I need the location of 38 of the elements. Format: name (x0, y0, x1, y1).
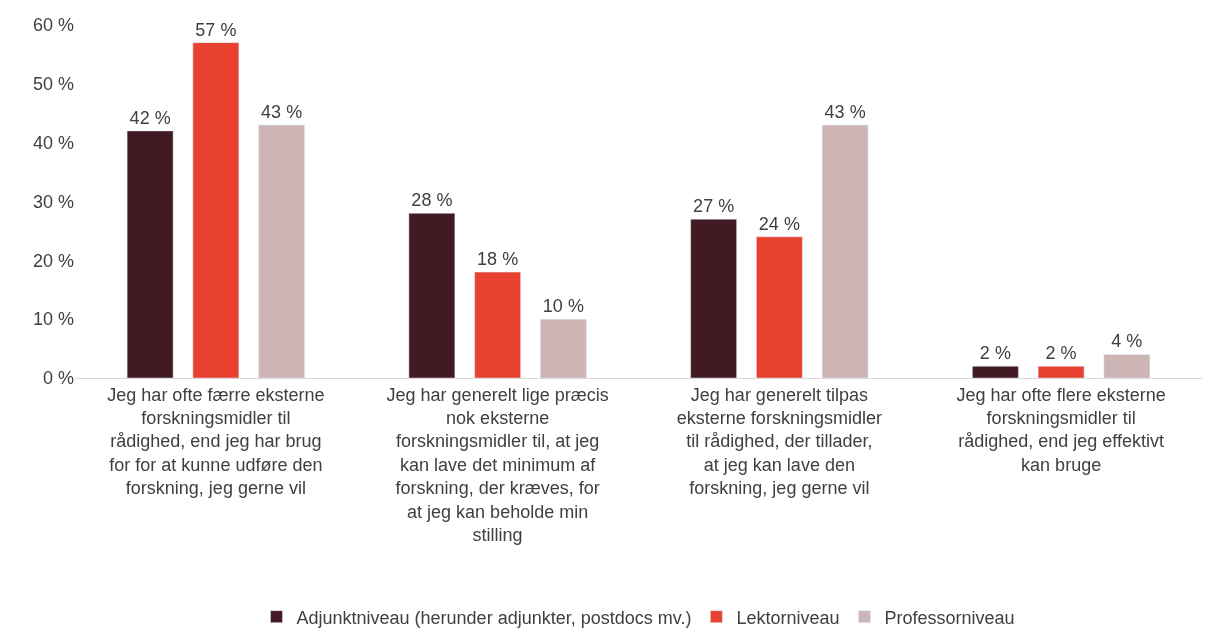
x-tick-label: Jeg har ofte færre eksterne forskningsmidler til rådighed, end jeg har brug for for at kunne udføre den forskning, jeg gerne vil (107, 384, 325, 499)
bar (1037, 365, 1085, 378)
y-tick-label: 50 % (32, 74, 74, 95)
data-label: 43 % (261, 102, 303, 123)
x-tick-label: Jeg har generelt tilpas eksterne forskningsmidler til rådighed, der tillader, at jeg kan lave den forskning, jeg gerne vil (676, 384, 882, 499)
bar (821, 124, 869, 378)
data-label: 2 % (979, 343, 1011, 364)
bar (126, 130, 174, 378)
data-label: 10 % (542, 296, 584, 317)
legend-label: Professorniveau (884, 607, 1015, 628)
data-label: 24 % (758, 213, 800, 234)
bar (1103, 354, 1151, 378)
bar (540, 318, 587, 378)
x-tick-label: Jeg har ofte flere eksterne forskningsmidler til rådighed, end jeg effektivt kan bruge (956, 384, 1166, 475)
data-label: 28 % (411, 190, 453, 211)
bar (474, 271, 521, 378)
data-label: 27 % (693, 196, 735, 217)
data-label: 2 % (1045, 343, 1077, 364)
bar (258, 124, 305, 378)
data-label: 43 % (824, 102, 866, 123)
bar (972, 365, 1019, 378)
legend-label: Lektorniveau (736, 607, 840, 628)
bar (690, 218, 737, 378)
data-label: 42 % (129, 107, 171, 128)
y-tick-label: 0 % (42, 368, 74, 389)
data-label: 18 % (477, 249, 519, 270)
y-tick-label: 10 % (32, 309, 74, 330)
y-tick-label: 30 % (32, 191, 74, 212)
legend-label: Adjunktniveau (herunder adjunkter, postdocs mv.) (296, 607, 692, 628)
y-tick-label: 20 % (32, 250, 74, 271)
x-tick-label: Jeg har generelt lige præcis nok eksterne forskningsmidler til, at jeg kan lave det minimum af forskning, der kræves, for at jeg kan beholde min stilling (386, 384, 609, 545)
bar (408, 213, 456, 378)
data-label: 4 % (1111, 331, 1143, 352)
y-tick-label: 60 % (32, 15, 74, 36)
bar (756, 236, 803, 378)
y-tick-label: 40 % (32, 132, 74, 153)
bar (192, 42, 240, 378)
data-label: 57 % (195, 19, 237, 40)
